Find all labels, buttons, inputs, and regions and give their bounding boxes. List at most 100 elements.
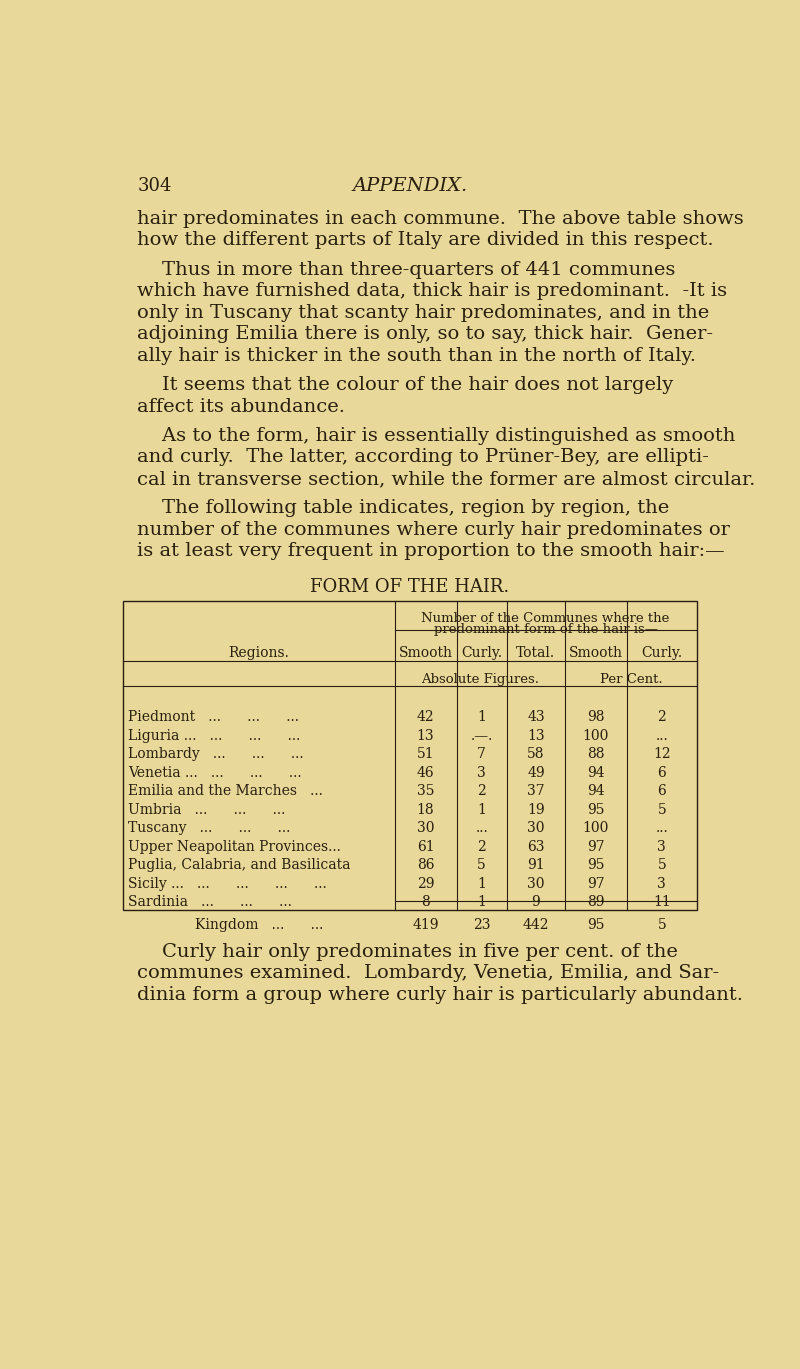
Text: 5: 5 (658, 802, 666, 817)
Text: 49: 49 (527, 765, 545, 780)
Text: .—.: .—. (470, 728, 493, 743)
Text: ...: ... (655, 821, 668, 835)
Text: 51: 51 (417, 747, 434, 761)
Text: 2: 2 (658, 711, 666, 724)
Text: Sicily ...   ...      ...      ...      ...: Sicily ... ... ... ... ... (128, 876, 326, 890)
Text: number of the communes where curly hair predominates or: number of the communes where curly hair … (138, 520, 730, 539)
Text: Piedmont   ...      ...      ...: Piedmont ... ... ... (128, 711, 299, 724)
Text: Venetia ...   ...      ...      ...: Venetia ... ... ... ... (128, 765, 302, 780)
Text: and curly.  The latter, according to Prüner-Bey, are ellipti-: and curly. The latter, according to Prün… (138, 449, 709, 467)
Text: 11: 11 (653, 895, 670, 909)
Text: FORM OF THE HAIR.: FORM OF THE HAIR. (310, 578, 510, 596)
Text: Regions.: Regions. (229, 646, 290, 660)
Text: The following table indicates, region by region, the: The following table indicates, region by… (138, 500, 670, 517)
Text: Thus in more than three-quarters of 441 communes: Thus in more than three-quarters of 441 … (138, 260, 675, 278)
Text: 43: 43 (527, 711, 545, 724)
Text: 94: 94 (587, 784, 605, 798)
Text: 63: 63 (527, 839, 545, 853)
Text: Curly hair only predominates in five per cent. of the: Curly hair only predominates in five per… (138, 943, 678, 961)
Text: 1: 1 (478, 876, 486, 890)
Text: Upper Neapolitan Provinces...: Upper Neapolitan Provinces... (128, 839, 341, 853)
Text: 442: 442 (522, 919, 549, 932)
Text: Number of the Communes where the: Number of the Communes where the (422, 612, 670, 624)
Text: Per Cent.: Per Cent. (599, 674, 662, 686)
Text: 12: 12 (653, 747, 670, 761)
Text: how the different parts of Italy are divided in this respect.: how the different parts of Italy are div… (138, 231, 714, 249)
Text: 23: 23 (473, 919, 490, 932)
Text: 1: 1 (478, 802, 486, 817)
Text: Total.: Total. (516, 646, 555, 660)
Text: 5: 5 (658, 919, 666, 932)
Text: 2: 2 (478, 839, 486, 853)
Text: 18: 18 (417, 802, 434, 817)
Text: 42: 42 (417, 711, 434, 724)
Text: predominant form of the hair is—: predominant form of the hair is— (434, 623, 658, 637)
Text: Sardinia   ...      ...      ...: Sardinia ... ... ... (128, 895, 292, 909)
Text: 19: 19 (527, 802, 545, 817)
Text: 100: 100 (583, 728, 609, 743)
Text: 9: 9 (531, 895, 540, 909)
Text: ally hair is thicker in the south than in the north of Italy.: ally hair is thicker in the south than i… (138, 346, 696, 364)
Text: 46: 46 (417, 765, 434, 780)
Text: ...: ... (475, 821, 488, 835)
Text: 89: 89 (587, 895, 605, 909)
Text: 1: 1 (478, 895, 486, 909)
Text: 95: 95 (587, 858, 605, 872)
Text: 5: 5 (478, 858, 486, 872)
Text: is at least very frequent in proportion to the smooth hair:—: is at least very frequent in proportion … (138, 542, 725, 560)
Text: cal in transverse section, while the former are almost circular.: cal in transverse section, while the for… (138, 470, 755, 487)
Text: Liguria ...   ...      ...      ...: Liguria ... ... ... ... (128, 728, 300, 743)
Text: 30: 30 (417, 821, 434, 835)
Text: 13: 13 (527, 728, 545, 743)
Text: 100: 100 (583, 821, 609, 835)
Text: communes examined.  Lombardy, Venetia, Emilia, and Sar-: communes examined. Lombardy, Venetia, Em… (138, 964, 719, 983)
Text: 13: 13 (417, 728, 434, 743)
Text: 30: 30 (527, 821, 545, 835)
Text: adjoining Emilia there is only, so to say, thick hair.  Gener-: adjoining Emilia there is only, so to sa… (138, 326, 714, 344)
Text: 61: 61 (417, 839, 434, 853)
Text: Curly.: Curly. (461, 646, 502, 660)
Text: Kingdom   ...      ...: Kingdom ... ... (194, 919, 323, 932)
Text: Absolute Figures.: Absolute Figures. (421, 674, 538, 686)
Text: 419: 419 (412, 919, 438, 932)
Text: 3: 3 (658, 876, 666, 890)
Text: 304: 304 (138, 178, 171, 196)
Text: ...: ... (655, 728, 668, 743)
Text: 29: 29 (417, 876, 434, 890)
Text: affect its abundance.: affect its abundance. (138, 397, 346, 416)
Text: 5: 5 (658, 858, 666, 872)
Text: Umbria   ...      ...      ...: Umbria ... ... ... (128, 802, 286, 817)
Text: 8: 8 (421, 895, 430, 909)
Text: 91: 91 (527, 858, 545, 872)
Text: which have furnished data, thick hair is predominant.  -It is: which have furnished data, thick hair is… (138, 282, 727, 300)
Text: 98: 98 (587, 711, 605, 724)
Text: 3: 3 (478, 765, 486, 780)
Text: It seems that the colour of the hair does not largely: It seems that the colour of the hair doe… (138, 376, 674, 394)
Text: hair predominates in each commune.  The above table shows: hair predominates in each commune. The a… (138, 209, 744, 227)
Text: dinia form a group where curly hair is particularly abundant.: dinia form a group where curly hair is p… (138, 986, 743, 1003)
Text: Smooth: Smooth (569, 646, 623, 660)
Text: 86: 86 (417, 858, 434, 872)
Text: Puglia, Calabria, and Basilicata: Puglia, Calabria, and Basilicata (128, 858, 350, 872)
Text: Smooth: Smooth (398, 646, 453, 660)
Text: 6: 6 (658, 784, 666, 798)
Text: 2: 2 (478, 784, 486, 798)
Text: 94: 94 (587, 765, 605, 780)
Text: 7: 7 (478, 747, 486, 761)
Text: Tuscany   ...      ...      ...: Tuscany ... ... ... (128, 821, 290, 835)
Text: Lombardy   ...      ...      ...: Lombardy ... ... ... (128, 747, 303, 761)
Text: 97: 97 (587, 839, 605, 853)
Bar (123, 601, 697, 910)
Text: only in Tuscany that scanty hair predominates, and in the: only in Tuscany that scanty hair predomi… (138, 304, 710, 322)
Text: As to the form, hair is essentially distinguished as smooth: As to the form, hair is essentially dist… (138, 427, 735, 445)
Text: APPENDIX.: APPENDIX. (352, 178, 468, 196)
Text: Emilia and the Marches   ...: Emilia and the Marches ... (128, 784, 322, 798)
Text: 97: 97 (587, 876, 605, 890)
Text: 95: 95 (587, 802, 605, 817)
Text: 95: 95 (587, 919, 605, 932)
Text: 58: 58 (527, 747, 545, 761)
Text: 35: 35 (417, 784, 434, 798)
Text: 30: 30 (527, 876, 545, 890)
Text: 37: 37 (527, 784, 545, 798)
Text: Curly.: Curly. (642, 646, 682, 660)
